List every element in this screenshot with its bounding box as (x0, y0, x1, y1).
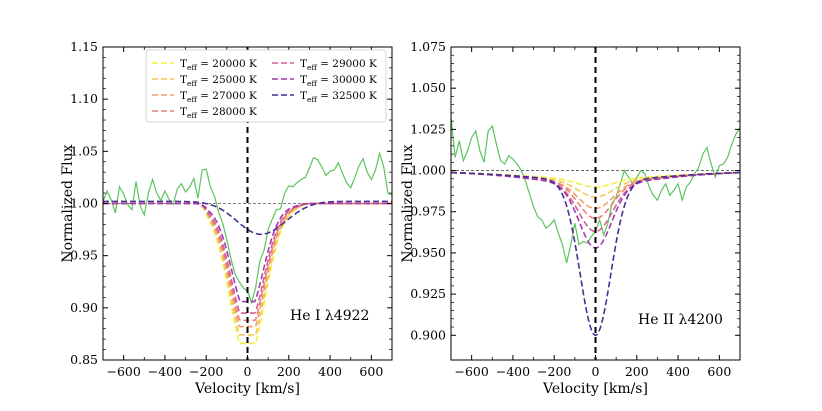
plot-area (451, 47, 740, 360)
x-tick-label: −600 (454, 364, 488, 379)
legend-label: Teff = 29000 K (300, 58, 377, 72)
y-tick-label: 0.90 (70, 300, 98, 315)
x-axis-label: Velocity [km/s] (542, 381, 648, 397)
legend: Teff = 20000 K Teff = 25000 K Teff = 27000… (145, 49, 387, 123)
model-series-line (103, 200, 392, 236)
legend-item: Teff = 20000 K (152, 58, 257, 72)
y-tick-label: 0.85 (70, 352, 98, 367)
line-annotation: He I λ4922 (290, 308, 369, 324)
x-tick-label: −600 (106, 364, 140, 379)
y-tick-label: 0.925 (410, 286, 446, 301)
y-tick-label: 0.900 (410, 327, 446, 342)
panel-he-ii-4200: −600 −400 −200 0 200 400 600 0.900 0.925 0.950 0.9… (400, 39, 741, 397)
y-axis-label: Normalized Flux (60, 144, 76, 262)
y-tick-label: 1.000 (410, 163, 446, 178)
y-tick-label: 1.05 (70, 143, 98, 158)
y-tick-label: 0.95 (70, 248, 98, 263)
legend-label: Teff = 32500 K (300, 90, 377, 104)
x-tick-label: 400 (318, 364, 342, 379)
y-axis-label: Normalized Flux (400, 144, 416, 262)
x-tick-label: −200 (189, 364, 223, 379)
x-tick-label: 200 (625, 364, 649, 379)
legend-box (145, 49, 387, 123)
y-tick-label: 1.15 (70, 39, 98, 54)
y-tick-label: 1.075 (410, 39, 446, 54)
x-tick-label: −400 (496, 364, 530, 379)
x-axis-label: Velocity [km/s] (194, 381, 300, 397)
legend-item: Teff = 28000 K (152, 106, 257, 120)
x-tick-label: 0 (592, 364, 600, 379)
model-series-line (451, 171, 740, 198)
y-tick-label: 1.050 (410, 80, 446, 95)
panel-he-i-4922: −600 −400 −200 0 200 400 600 0.85 0.90 0.95 1.00 1.… (60, 39, 393, 397)
y-tick-label: 0.975 (410, 204, 446, 219)
legend-label: Teff = 27000 K (180, 90, 257, 104)
legend-label: Teff = 20000 K (180, 58, 257, 72)
legend-label: Teff = 25000 K (180, 74, 257, 88)
x-tick-label: −200 (537, 364, 571, 379)
model-series-line (451, 171, 740, 337)
legend-item: Teff = 27000 K (152, 90, 257, 104)
x-tick-label: 600 (359, 364, 383, 379)
x-tick-label: 200 (277, 364, 301, 379)
x-tick-label: 0 (244, 364, 252, 379)
legend-item: Teff = 29000 K (272, 58, 377, 72)
line-annotation: He II λ4200 (638, 312, 723, 328)
legend-label: Teff = 28000 K (180, 106, 257, 120)
legend-item: Teff = 32500 K (272, 90, 377, 104)
x-tick-label: −400 (148, 364, 182, 379)
x-tick-label: 600 (707, 364, 731, 379)
y-tick-label: 1.10 (70, 91, 98, 106)
legend-item: Teff = 25000 K (152, 74, 257, 88)
y-tick-label: 1.00 (70, 196, 98, 211)
legend-label: Teff = 30000 K (300, 74, 377, 88)
y-tick-label: 1.025 (410, 121, 446, 136)
legend-item: Teff = 30000 K (272, 74, 377, 88)
y-tick-label: 0.950 (410, 245, 446, 260)
x-tick-label: 400 (666, 364, 690, 379)
